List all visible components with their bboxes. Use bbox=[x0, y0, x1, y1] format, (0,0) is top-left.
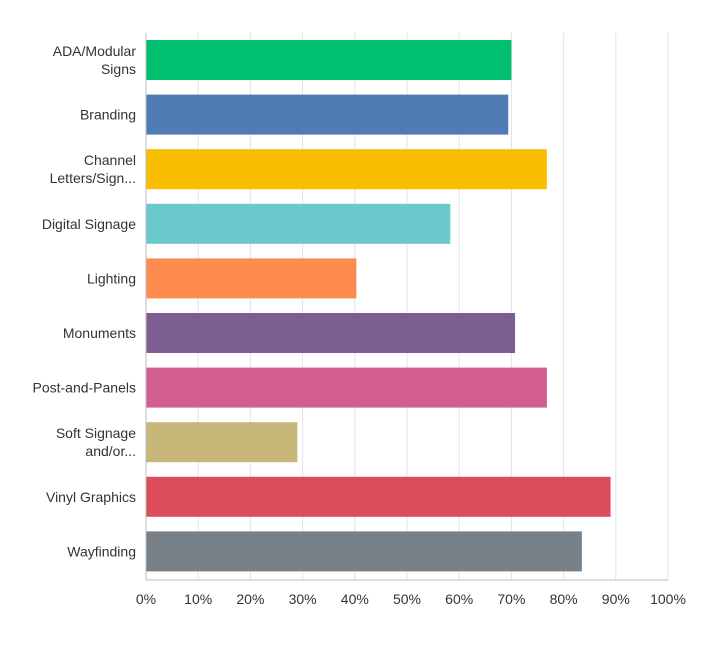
bar bbox=[146, 94, 509, 135]
x-tick-label: 70% bbox=[497, 591, 525, 607]
bar bbox=[146, 40, 512, 80]
x-tick-label: 60% bbox=[445, 591, 473, 607]
category-label: Monuments bbox=[63, 325, 136, 341]
x-tick-label: 0% bbox=[136, 591, 156, 607]
bar bbox=[146, 313, 516, 353]
bar bbox=[146, 476, 611, 517]
bar bbox=[146, 203, 451, 244]
bar bbox=[146, 531, 582, 572]
category-label: Lighting bbox=[87, 270, 136, 286]
x-tick-label: 30% bbox=[289, 591, 317, 607]
bar bbox=[146, 422, 298, 463]
category-label: Soft Signage bbox=[56, 425, 136, 441]
category-label: and/or... bbox=[85, 443, 136, 459]
x-tick-label: 20% bbox=[236, 591, 264, 607]
category-label: Branding bbox=[80, 107, 136, 123]
category-label: ADA/Modular bbox=[53, 43, 137, 59]
x-tick-label: 100% bbox=[650, 591, 686, 607]
x-tick-label: 90% bbox=[602, 591, 630, 607]
tick-labels: 0% 10% 20% 30% 40% 50% 60% 70% 80% 90% 100% bbox=[136, 591, 686, 607]
bars bbox=[146, 40, 611, 572]
category-label: Wayfinding bbox=[67, 543, 136, 559]
x-tick-label: 10% bbox=[184, 591, 212, 607]
bar bbox=[146, 149, 547, 190]
x-tick-label: 40% bbox=[341, 591, 369, 607]
x-tick-label: 80% bbox=[550, 591, 578, 607]
bar bbox=[146, 258, 357, 299]
category-label: Vinyl Graphics bbox=[46, 489, 136, 505]
bar bbox=[146, 367, 547, 408]
category-label: Channel bbox=[84, 152, 136, 168]
category-label: Letters/Sign... bbox=[50, 170, 136, 186]
axes bbox=[145, 33, 668, 581]
category-labels: ADA/Modular Signs Branding Channel Letters/S… bbox=[32, 43, 136, 559]
category-label: Post-and-Panels bbox=[32, 380, 136, 396]
x-tick-label: 50% bbox=[393, 591, 421, 607]
category-label: Digital Signage bbox=[42, 216, 136, 232]
category-label: Signs bbox=[101, 61, 136, 77]
